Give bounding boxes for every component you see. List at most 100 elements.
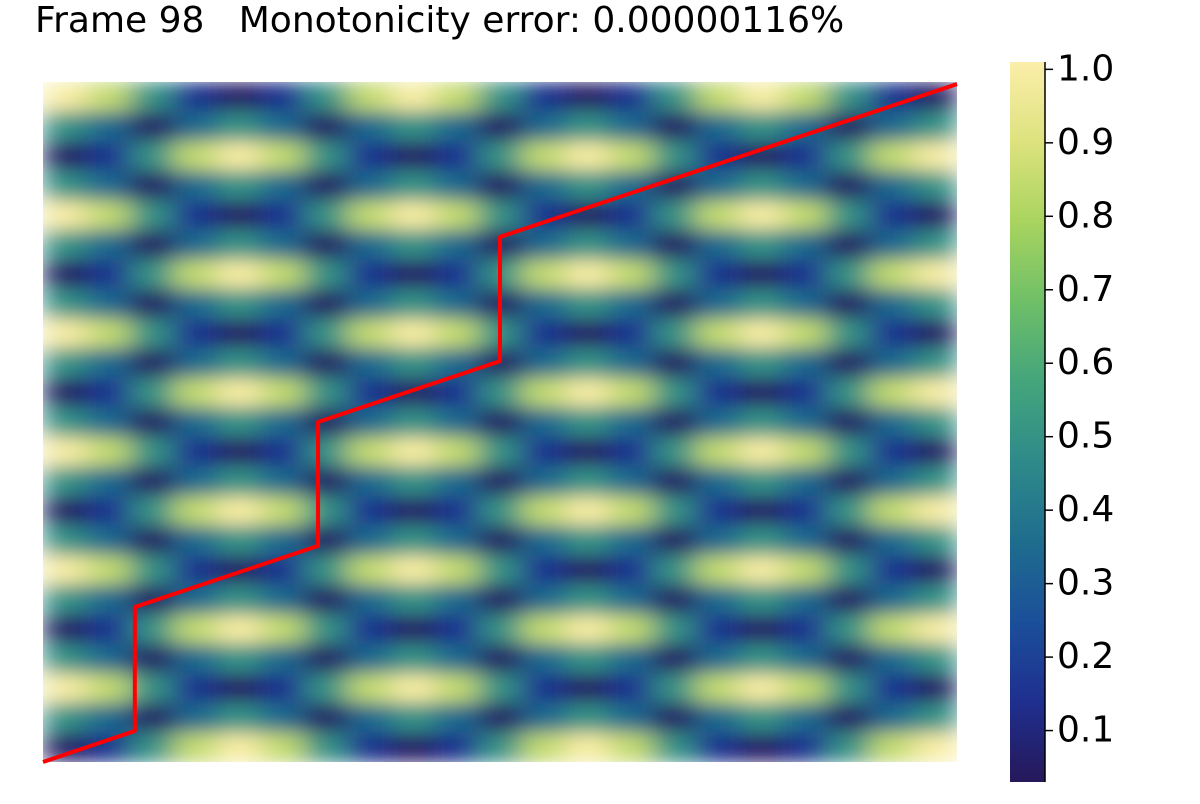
colorbar-tick-label: 0.4 bbox=[1057, 489, 1114, 530]
heatmap-cell bbox=[347, 466, 392, 497]
heatmap-cell bbox=[739, 348, 784, 379]
heatmap-cell bbox=[260, 525, 305, 556]
heatmap-cell bbox=[652, 525, 697, 556]
heatmap-cell bbox=[739, 377, 784, 408]
heatmap-cell bbox=[739, 466, 784, 497]
heatmap-cell bbox=[130, 495, 175, 527]
heatmap-cell bbox=[43, 495, 88, 527]
heatmap-cell bbox=[347, 111, 392, 142]
heatmap-cell bbox=[913, 495, 957, 527]
heatmap-cell bbox=[913, 555, 957, 586]
heatmap-cell bbox=[869, 348, 915, 379]
heatmap-cell bbox=[695, 643, 740, 674]
heatmap-cell bbox=[695, 436, 740, 467]
heatmap-cell bbox=[521, 377, 566, 408]
heatmap-cell bbox=[739, 643, 784, 674]
heatmap-cell bbox=[695, 288, 740, 320]
heatmap-cell bbox=[434, 702, 479, 734]
heatmap-cell bbox=[260, 82, 305, 113]
heatmap-cell bbox=[434, 525, 479, 556]
heatmap-cell bbox=[86, 495, 131, 527]
heatmap-cell bbox=[130, 141, 175, 172]
heatmap-cell bbox=[391, 318, 436, 349]
heatmap-cell bbox=[434, 141, 479, 172]
heatmap-cell bbox=[391, 702, 436, 734]
heatmap-cell bbox=[521, 111, 566, 142]
heatmap-cell bbox=[695, 82, 740, 113]
heatmap-cell bbox=[173, 82, 218, 113]
heatmap-cell bbox=[521, 584, 566, 615]
heatmap-cell bbox=[347, 259, 392, 290]
heatmap-cell bbox=[913, 229, 957, 260]
heatmap-cell bbox=[434, 170, 479, 201]
heatmap-cell bbox=[260, 348, 305, 379]
heatmap-cell bbox=[304, 584, 349, 615]
heatmap-cell bbox=[43, 525, 88, 556]
heatmap-cell bbox=[782, 702, 828, 734]
heatmap-cell bbox=[565, 436, 610, 467]
heatmap-cell bbox=[608, 318, 653, 349]
colorbar-tick-label: 0.7 bbox=[1057, 269, 1114, 310]
heatmap-cell bbox=[565, 82, 610, 113]
heatmap-cell bbox=[913, 702, 957, 734]
heatmap-cell bbox=[782, 495, 828, 527]
heatmap-cell bbox=[695, 555, 740, 586]
heatmap-cell bbox=[869, 170, 915, 201]
heatmap-cell bbox=[869, 466, 915, 497]
heatmap-cell bbox=[608, 82, 653, 113]
heatmap-cell bbox=[130, 555, 175, 586]
heatmap-cell bbox=[565, 200, 610, 231]
heatmap-cell bbox=[434, 111, 479, 142]
heatmap-cell bbox=[652, 673, 697, 704]
heatmap-cell bbox=[913, 673, 957, 704]
heatmap-cell bbox=[260, 466, 305, 497]
heatmap-cell bbox=[86, 348, 131, 379]
heatmap-cell bbox=[347, 702, 392, 734]
heatmap-cell bbox=[217, 377, 262, 408]
heatmap-cell bbox=[304, 111, 349, 142]
heatmap-cell bbox=[391, 436, 436, 467]
heatmap-cell bbox=[347, 673, 392, 704]
heatmap-cell bbox=[913, 614, 957, 645]
heatmap-cell bbox=[173, 141, 218, 172]
heatmap-cell bbox=[173, 170, 218, 201]
heatmap-cell bbox=[173, 318, 218, 349]
heatmap-cell bbox=[173, 348, 218, 379]
heatmap-cell bbox=[260, 584, 305, 615]
heatmap-cell bbox=[304, 288, 349, 320]
heatmap-cell bbox=[217, 111, 262, 142]
heatmap-cell bbox=[434, 584, 479, 615]
heatmap-cell bbox=[913, 288, 957, 320]
heatmap-cell bbox=[43, 643, 88, 674]
heatmap-cell bbox=[652, 288, 697, 320]
heatmap-cell bbox=[86, 141, 131, 172]
heatmap-cell bbox=[565, 702, 610, 734]
heatmap-cell bbox=[608, 170, 653, 201]
heatmap-cell bbox=[565, 614, 610, 645]
colorbar-tick-label: 0.2 bbox=[1057, 636, 1114, 677]
heatmap-cell bbox=[391, 111, 436, 142]
heatmap-cell bbox=[826, 614, 871, 645]
heatmap-cell bbox=[434, 377, 479, 408]
heatmap-cell bbox=[260, 288, 305, 320]
heatmap-cell bbox=[130, 200, 175, 231]
heatmap-cell bbox=[130, 348, 175, 379]
heatmap-cell bbox=[217, 732, 262, 762]
heatmap-cell bbox=[478, 643, 523, 674]
heatmap-cell bbox=[43, 732, 88, 762]
heatmap-cell bbox=[608, 436, 653, 467]
heatmap-cell bbox=[43, 229, 88, 260]
colorbar-tick-label: 0.9 bbox=[1057, 122, 1114, 163]
heatmap-cell bbox=[565, 288, 610, 320]
heatmap-cell bbox=[391, 555, 436, 586]
heatmap-cell bbox=[652, 555, 697, 586]
heatmap-cell bbox=[260, 229, 305, 260]
heatmap-cell bbox=[217, 288, 262, 320]
heatmap-cell bbox=[608, 643, 653, 674]
heatmap-cell bbox=[826, 407, 871, 438]
heatmap-cell bbox=[739, 702, 784, 734]
heatmap-cell bbox=[304, 259, 349, 290]
heatmap-cell bbox=[173, 525, 218, 556]
heatmap-cell bbox=[86, 170, 131, 201]
heatmap-cell bbox=[695, 702, 740, 734]
